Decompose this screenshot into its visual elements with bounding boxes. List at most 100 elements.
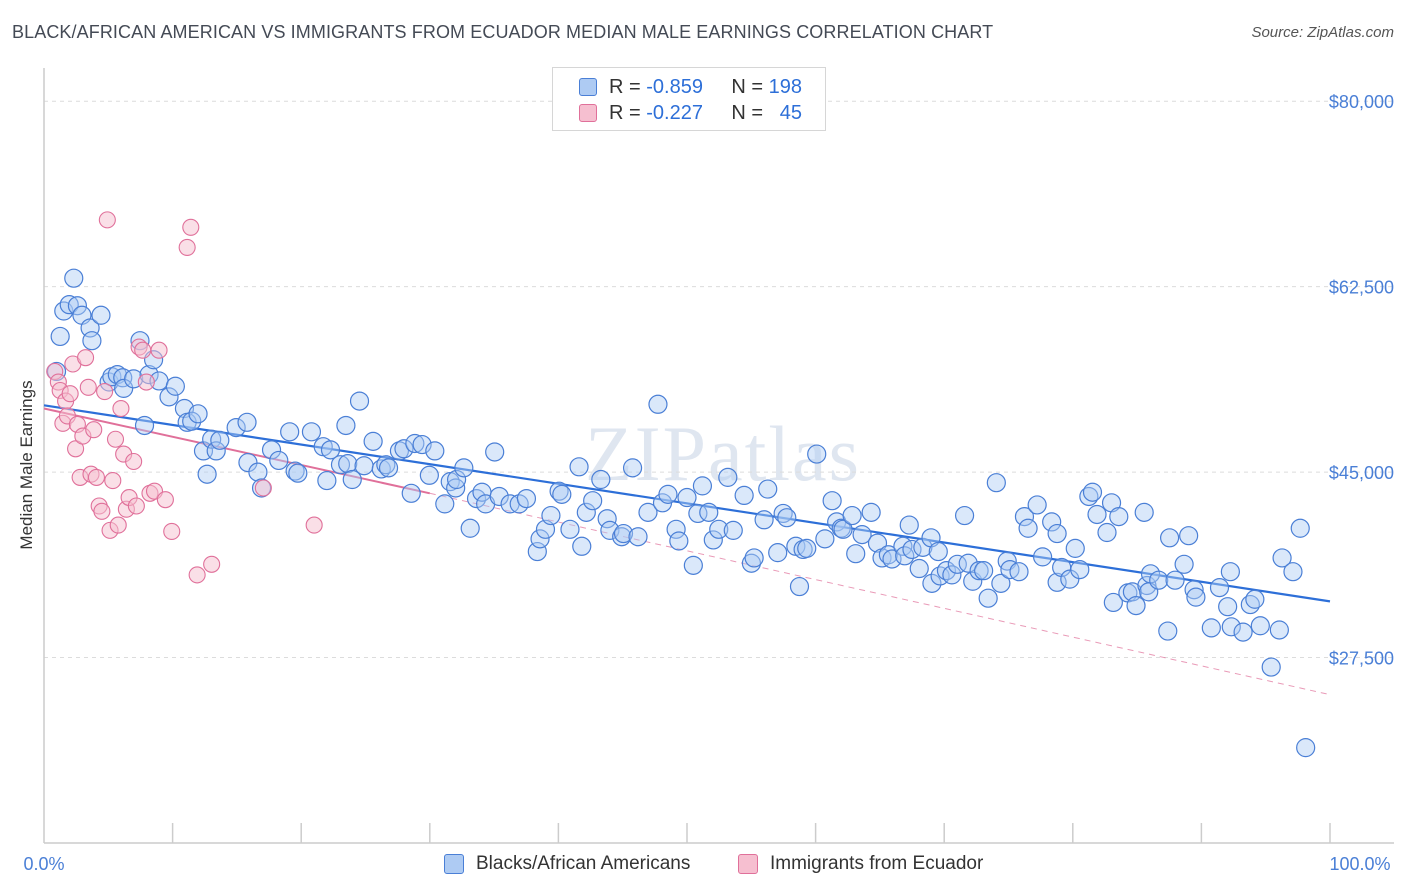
- data-point-blacks: [699, 502, 719, 522]
- data-point-blacks: [1149, 570, 1169, 590]
- data-point-blacks: [683, 555, 703, 575]
- data-point-ecuador: [188, 566, 206, 584]
- data-point-blacks: [1103, 592, 1123, 613]
- data-point-blacks: [922, 573, 942, 593]
- data-point-blacks: [852, 525, 872, 545]
- data-point-blacks: [527, 541, 547, 562]
- data-point-blacks: [376, 455, 396, 475]
- data-point-blacks: [1261, 657, 1281, 677]
- data-point-blacks: [1174, 554, 1194, 574]
- y-tick-label: $80,000: [1329, 92, 1394, 112]
- data-point-blacks: [165, 376, 185, 396]
- data-point-blacks: [969, 561, 989, 581]
- data-point-ecuador: [109, 516, 127, 534]
- data-point-blacks: [882, 549, 902, 569]
- data-point-blacks: [317, 470, 337, 491]
- source-label: Source: ZipAtlas.com: [1251, 24, 1394, 41]
- data-point-blacks: [628, 527, 648, 547]
- data-point-blacks: [583, 491, 603, 511]
- data-point-blacks: [1272, 548, 1292, 568]
- data-point-blacks: [188, 404, 208, 424]
- data-point-blacks: [622, 458, 643, 478]
- data-point-blacks: [419, 465, 439, 485]
- data-point-blacks: [861, 502, 881, 522]
- data-point-blacks: [591, 469, 611, 490]
- data-point-blacks: [1047, 523, 1067, 544]
- data-point-blacks: [666, 519, 686, 539]
- data-point-blacks: [560, 519, 580, 539]
- data-point-blacks: [942, 565, 962, 585]
- data-point-blacks: [991, 573, 1011, 593]
- trendline-ecuador: [43, 407, 431, 495]
- data-point-blacks: [1221, 617, 1241, 637]
- data-point-blacks: [1042, 512, 1062, 532]
- data-point-blacks: [909, 558, 929, 579]
- data-point-ecuador: [254, 479, 272, 497]
- y-tick-label: $45,000: [1329, 463, 1394, 483]
- data-point-blacks: [378, 458, 399, 478]
- data-point-blacks: [530, 529, 550, 549]
- data-point-blacks: [1065, 538, 1085, 558]
- data-point-ecuador: [106, 430, 125, 448]
- data-point-blacks: [446, 469, 467, 490]
- data-point-blacks: [638, 502, 658, 522]
- data-point-blacks: [734, 485, 754, 506]
- data-point-blacks: [758, 479, 778, 499]
- data-point-blacks: [466, 488, 487, 509]
- data-point-blacks: [815, 529, 835, 549]
- data-point-blacks: [338, 454, 358, 474]
- data-point-blacks: [549, 481, 569, 501]
- data-point-blacks: [1032, 547, 1053, 567]
- data-point-ecuador: [61, 385, 79, 403]
- data-point-blacks: [1070, 559, 1090, 580]
- data-point-ecuador: [112, 399, 130, 418]
- data-point-blacks: [958, 553, 978, 573]
- data-point-blacks: [1018, 518, 1038, 538]
- data-point-blacks: [1283, 562, 1303, 582]
- data-point-blacks: [330, 455, 351, 475]
- data-point-blacks: [846, 544, 866, 564]
- data-point-blacks: [741, 553, 762, 573]
- y-axis-title: Median Male Earnings: [17, 380, 36, 549]
- correlation-legend: R = -0.859 N = 198 R = -0.227 N = 45: [552, 67, 826, 131]
- data-point-ecuador: [156, 491, 174, 509]
- data-point-blacks: [986, 473, 1006, 493]
- data-point-blacks: [91, 305, 111, 325]
- data-point-blacks: [1296, 738, 1316, 758]
- data-point-blacks: [1082, 482, 1103, 502]
- data-point-blacks: [833, 519, 853, 539]
- data-point-blacks: [1290, 518, 1310, 538]
- data-point-blacks: [648, 394, 668, 414]
- legend-swatch-blue: [444, 854, 464, 874]
- data-point-blacks: [485, 442, 505, 462]
- data-point-blacks: [336, 415, 356, 436]
- data-point-blacks: [597, 509, 617, 529]
- legend-r-value: -0.227: [646, 101, 703, 124]
- data-point-blacks: [454, 458, 474, 478]
- data-point-blacks: [541, 505, 561, 526]
- data-point-blacks: [1097, 522, 1117, 543]
- data-point-ecuador: [79, 378, 97, 396]
- legend-r-value: -0.859: [646, 75, 703, 98]
- data-point-ecuador: [163, 522, 181, 540]
- legend-swatch-pink: [579, 104, 597, 122]
- data-point-blacks: [974, 561, 994, 581]
- legend-label-blacks: Blacks/African Americans: [476, 853, 691, 874]
- data-point-blacks: [899, 515, 919, 535]
- data-point-blacks: [67, 296, 88, 316]
- data-point-ecuador: [77, 349, 95, 367]
- data-point-ecuador: [127, 497, 145, 515]
- bottom-legend-blacks: Blacks/African Americans: [444, 851, 690, 877]
- data-point-blacks: [572, 536, 592, 556]
- data-point-ecuador: [67, 440, 85, 458]
- legend-label-ecuador: Immigrants from Ecuador: [770, 853, 984, 874]
- data-point-blacks: [1250, 616, 1270, 636]
- data-point-blacks: [248, 462, 268, 482]
- data-point-blacks: [1201, 618, 1221, 638]
- data-point-blacks: [425, 441, 445, 461]
- data-point-blacks: [1158, 621, 1178, 641]
- data-point-ecuador: [85, 421, 103, 439]
- data-point-blacks: [82, 331, 102, 351]
- data-point-blacks: [1126, 596, 1146, 616]
- data-point-blacks: [59, 295, 79, 315]
